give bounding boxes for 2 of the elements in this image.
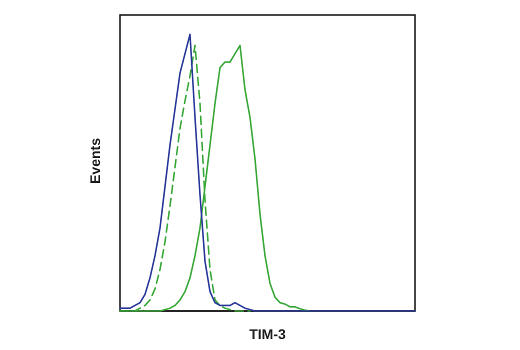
x-axis-title: TIM-3 bbox=[249, 326, 286, 342]
y-axis-title: Events bbox=[87, 138, 103, 184]
